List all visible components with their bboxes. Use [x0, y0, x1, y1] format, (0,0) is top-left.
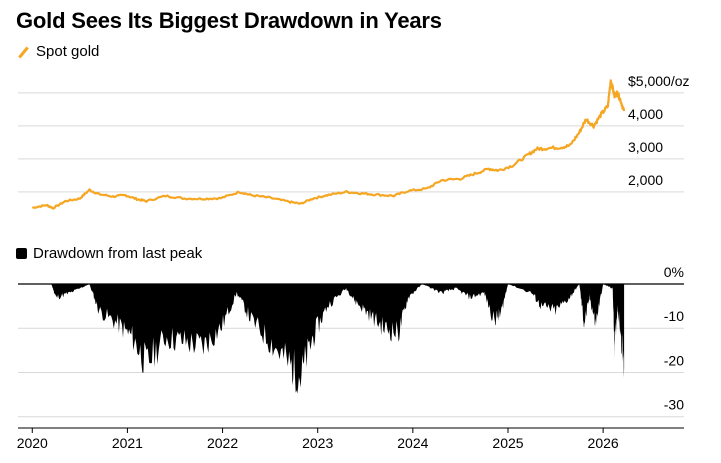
x-tick-label: 2025 — [492, 435, 523, 451]
legend-gold-label: Spot gold — [36, 43, 100, 60]
black-square-icon — [16, 248, 27, 259]
x-tick-label: 2023 — [302, 435, 333, 451]
gold-ytick-label: $5,000/oz — [628, 73, 690, 89]
x-tick-label: 2020 — [17, 435, 48, 451]
gold-price-line — [31, 79, 626, 210]
x-tick-label: 2024 — [397, 435, 428, 451]
drawdown-area — [32, 284, 625, 394]
drawdown-ytick-label: -10 — [664, 308, 684, 324]
gold-ytick-label: 2,000 — [628, 172, 663, 188]
x-tick-label: 2021 — [112, 435, 143, 451]
x-tick-label: 2022 — [207, 435, 238, 451]
x-tick-label: 2026 — [588, 435, 619, 451]
chart-title: Gold Sees Its Biggest Drawdown in Years — [16, 8, 442, 33]
drawdown-ytick-label: -30 — [664, 397, 684, 413]
gold-ytick-label: 3,000 — [628, 139, 663, 155]
legend-drawdown: Drawdown from last peak — [16, 245, 202, 262]
legend-gold: Spot gold — [16, 43, 99, 60]
drawdown-ytick-label: 0% — [664, 264, 684, 280]
legend-drawdown-label: Drawdown from last peak — [33, 245, 203, 262]
gold-ytick-label: 4,000 — [628, 106, 663, 122]
drawdown-ytick-label: -20 — [664, 352, 684, 368]
